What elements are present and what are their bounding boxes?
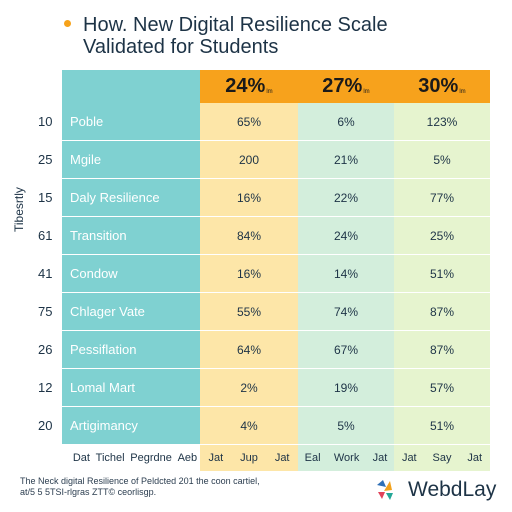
value-cell: 19% bbox=[298, 369, 394, 406]
x-tick-label: Jat bbox=[274, 452, 290, 464]
value-cell: 74% bbox=[298, 293, 394, 330]
x-tick-label: Tichel bbox=[95, 452, 125, 464]
x-axis-label-group: Eal Work Jat bbox=[298, 445, 394, 471]
row-number: 26 bbox=[38, 342, 53, 357]
x-tick-label: Dat bbox=[72, 452, 90, 464]
value-cell: 25% bbox=[394, 217, 490, 254]
value-cell: 87% bbox=[394, 331, 490, 368]
value-cell: 4% bbox=[200, 407, 298, 444]
column-header-subscript: lm bbox=[363, 88, 370, 95]
table-row: 20 Artigimancy 4% 5% 51% bbox=[38, 407, 490, 445]
value-cell: 77% bbox=[394, 179, 490, 216]
value-cell: 21% bbox=[298, 141, 394, 178]
column-header-value: 24 bbox=[225, 75, 248, 97]
x-tick-label: Say bbox=[432, 452, 452, 464]
row-label: Chlager Vate bbox=[62, 293, 200, 330]
value-cell: 123% bbox=[394, 103, 490, 140]
value-cell: 57% bbox=[394, 369, 490, 406]
column-header-value: 27 bbox=[322, 75, 345, 97]
column-header-1: 24% lm bbox=[200, 70, 298, 103]
value-cell: 87% bbox=[394, 293, 490, 330]
column-header-subscript: lm bbox=[459, 88, 466, 95]
column-header-2: 27% lm bbox=[298, 70, 394, 103]
value-cell: 6% bbox=[298, 103, 394, 140]
value-cell: 200 bbox=[200, 141, 298, 178]
footnote-line-1: The Neck digital Resilience of Peldcted … bbox=[20, 476, 260, 486]
row-label: Artigimancy bbox=[62, 407, 200, 444]
table-row: 12 Lomal Mart 2% 19% 57% bbox=[38, 369, 490, 407]
x-tick-label: Work bbox=[333, 452, 360, 464]
value-cell: 55% bbox=[200, 293, 298, 330]
table-row: 25 Mgile 200 21% 5% bbox=[38, 141, 490, 179]
x-tick-label: Eal bbox=[304, 452, 321, 464]
brand-logo: WebdLay bbox=[376, 478, 496, 502]
x-tick-label: Pegrdne bbox=[130, 452, 172, 464]
row-label: Pessiflation bbox=[62, 331, 200, 368]
row-label: Poble bbox=[62, 103, 200, 140]
value-cell: 65% bbox=[200, 103, 298, 140]
value-cell: 16% bbox=[200, 255, 298, 292]
title-line-2: Validated for Students bbox=[83, 36, 279, 58]
table-row: 26 Pessiflation 64% 67% 87% bbox=[38, 331, 490, 369]
table-row: 41 Condow 16% 14% 51% bbox=[38, 255, 490, 293]
footnote: The Neck digital Resilience of Peldcted … bbox=[20, 476, 260, 498]
row-number: 25 bbox=[38, 152, 53, 167]
value-cell: 5% bbox=[394, 141, 490, 178]
value-cell: 67% bbox=[298, 331, 394, 368]
x-tick-label: Jat bbox=[372, 452, 388, 464]
row-label: Daly Resilience bbox=[62, 179, 200, 216]
x-axis-label-group: Jat Say Jat bbox=[394, 445, 490, 471]
value-cell: 22% bbox=[298, 179, 394, 216]
value-cell: 14% bbox=[298, 255, 394, 292]
column-header-3: 30% lm bbox=[394, 70, 490, 103]
row-label: Condow bbox=[62, 255, 200, 292]
value-cell: 64% bbox=[200, 331, 298, 368]
logo-text: WebdLay bbox=[408, 478, 497, 501]
row-label: Lomal Mart bbox=[62, 369, 200, 406]
column-header-suffix: % bbox=[440, 75, 459, 97]
value-cell: 51% bbox=[394, 255, 490, 292]
header-corner-cell bbox=[62, 70, 200, 103]
x-tick-label: Aeb bbox=[177, 452, 198, 464]
x-tick-label: Jup bbox=[240, 452, 258, 464]
logo-icon bbox=[377, 480, 393, 500]
x-tick-label: Jat bbox=[401, 452, 417, 464]
data-table: 24% lm 27% lm 30% lm 10 Poble 65% 6% 123% 25 Mgile 20… bbox=[38, 70, 490, 471]
value-cell: 84% bbox=[200, 217, 298, 254]
column-header-subscript: lm bbox=[266, 88, 273, 95]
x-axis-labels-row: Dat Tichel Pegrdne Aeb Jat Jup Jat Eal Work Jat Ja… bbox=[62, 445, 490, 471]
x-tick-label: Jat bbox=[467, 452, 483, 464]
row-label: Mgile bbox=[62, 141, 200, 178]
chart-title: How. New Digital Resilience Scale Valida… bbox=[83, 14, 388, 58]
column-header-suffix: % bbox=[247, 75, 266, 97]
row-label: Transition bbox=[62, 217, 200, 254]
x-axis-label-group: Jat Jup Jat bbox=[200, 445, 298, 471]
table-row: 61 Transition 84% 24% 25% bbox=[38, 217, 490, 255]
value-cell: 16% bbox=[200, 179, 298, 216]
table-row: 15 Daly Resilience 16% 22% 77% bbox=[38, 179, 490, 217]
column-header-value: 30 bbox=[418, 75, 441, 97]
value-cell: 24% bbox=[298, 217, 394, 254]
row-number: 61 bbox=[38, 228, 53, 243]
row-number: 15 bbox=[38, 190, 53, 205]
table-row: 75 Chlager Vate 55% 74% 87% bbox=[38, 293, 490, 331]
table-row: 10 Poble 65% 6% 123% bbox=[38, 103, 490, 141]
value-cell: 5% bbox=[298, 407, 394, 444]
row-number: 10 bbox=[38, 114, 53, 129]
row-number: 41 bbox=[38, 266, 53, 281]
footnote-line-2: at/5 5 5TSI-rlgras ZTT© ceorlisgp. bbox=[20, 487, 157, 497]
row-number: 20 bbox=[38, 418, 53, 433]
header-row: 24% lm 27% lm 30% lm bbox=[62, 70, 490, 103]
value-cell: 2% bbox=[200, 369, 298, 406]
row-number: 12 bbox=[38, 380, 53, 395]
column-header-suffix: % bbox=[344, 75, 363, 97]
x-tick-label: Jat bbox=[208, 452, 224, 464]
x-axis-label-group: Dat Tichel Pegrdne Aeb bbox=[62, 445, 200, 471]
title-bullet-icon bbox=[64, 20, 71, 27]
row-number: 75 bbox=[38, 304, 53, 319]
value-cell: 51% bbox=[394, 407, 490, 444]
title-line-1: How. New Digital Resilience Scale bbox=[83, 14, 388, 36]
y-axis-label: Tibesrtly bbox=[12, 187, 26, 232]
